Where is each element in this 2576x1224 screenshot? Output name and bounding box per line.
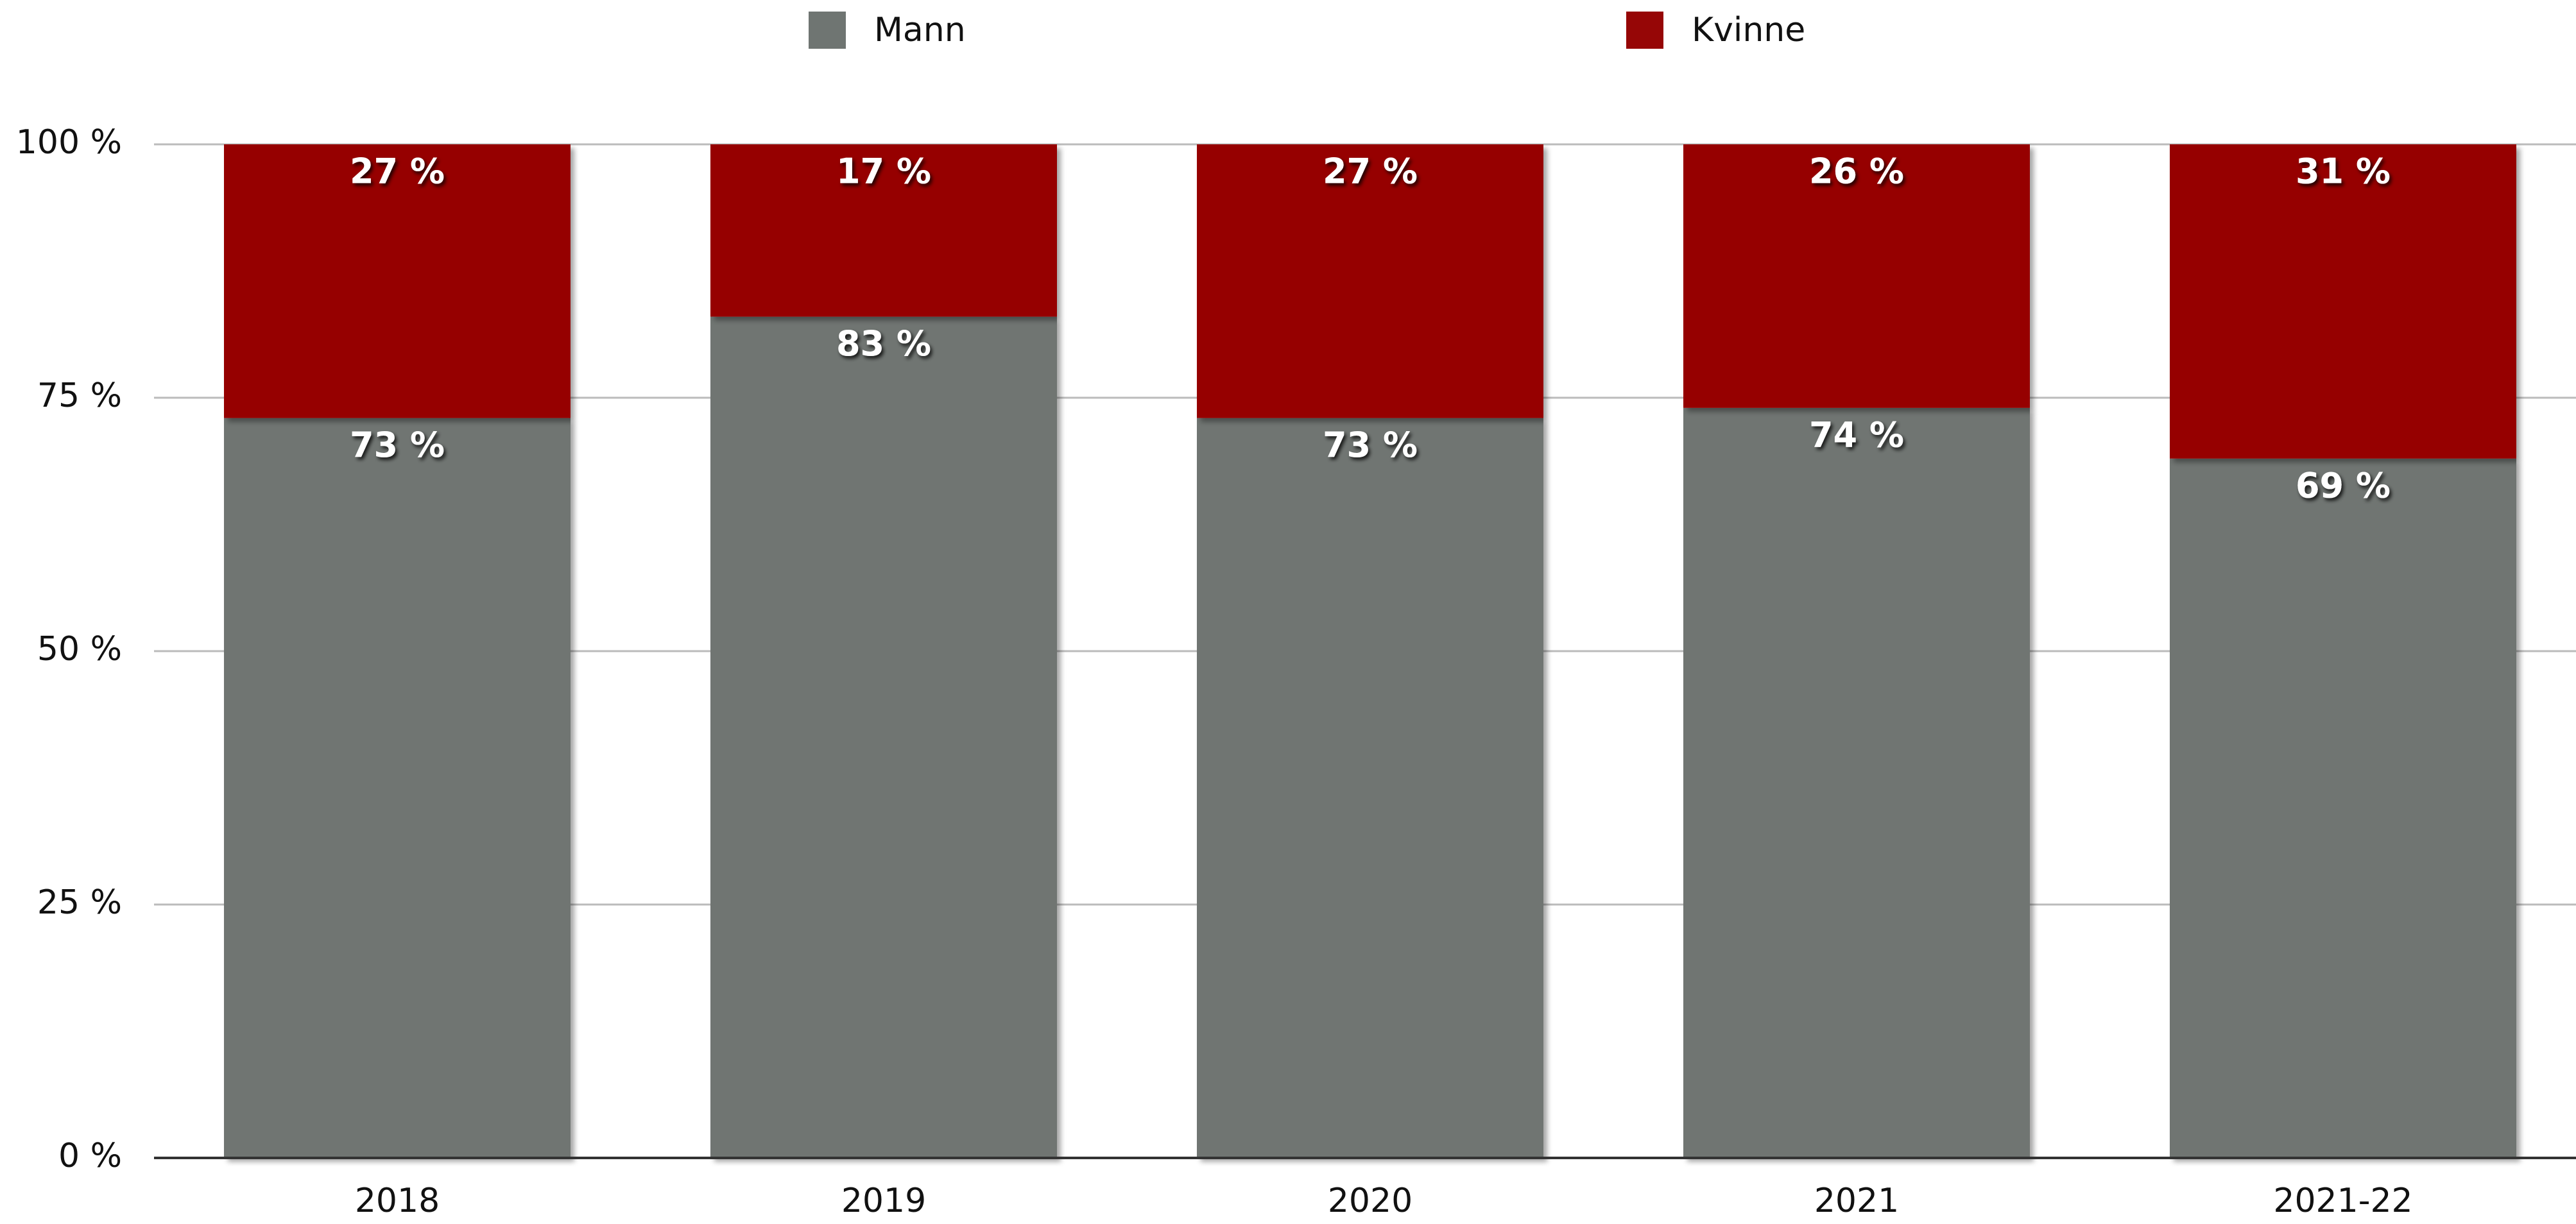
y-tick-label: 25 % <box>37 883 122 922</box>
bar-segment <box>2170 144 2516 459</box>
y-tick-label: 100 % <box>16 123 122 162</box>
bar-segment <box>2170 458 2516 1158</box>
data-label: 31 % <box>2296 151 2391 192</box>
x-tick-label: 2019 <box>841 1182 926 1220</box>
data-label: 69 % <box>2296 465 2391 506</box>
y-tick-label: 50 % <box>37 630 122 668</box>
x-tick-label: 2018 <box>355 1182 440 1220</box>
legend-swatch <box>1626 12 1663 49</box>
y-tick-label: 0 % <box>58 1137 122 1175</box>
bar-segment <box>710 316 1057 1159</box>
bar-segment <box>1197 418 1543 1158</box>
x-tick-label: 2021 <box>1814 1182 1899 1220</box>
bar-segment <box>224 418 571 1158</box>
data-label: 73 % <box>350 425 445 465</box>
bar-segment <box>710 144 1057 317</box>
data-label: 83 % <box>836 323 931 364</box>
y-tick-label: 75 % <box>37 377 122 415</box>
legend-label: Mann <box>874 11 966 49</box>
data-label: 74 % <box>1809 414 1904 455</box>
data-label: 26 % <box>1809 151 1904 192</box>
data-label: 27 % <box>1323 151 1418 192</box>
bar-segment <box>1197 144 1543 418</box>
x-tick-label: 2021-22 <box>2273 1182 2412 1220</box>
data-label: 73 % <box>1323 425 1418 465</box>
legend-swatch <box>809 12 846 49</box>
bar-segment <box>1683 144 2030 408</box>
legend-label: Kvinne <box>1692 11 1805 49</box>
data-label: 27 % <box>350 151 445 192</box>
x-tick-label: 2020 <box>1328 1182 1413 1220</box>
bar-segment <box>1683 407 2030 1158</box>
bar-segment <box>224 144 571 418</box>
data-label: 17 % <box>836 151 931 192</box>
